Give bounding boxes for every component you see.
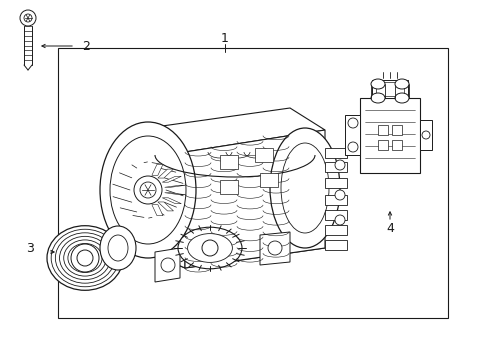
Circle shape [335,215,345,225]
Bar [360,98,420,173]
Bar [325,210,347,220]
Ellipse shape [395,79,409,89]
Ellipse shape [270,128,340,248]
Bar [325,162,347,172]
Circle shape [77,250,93,266]
Polygon shape [345,115,360,155]
Bar [392,140,402,150]
Circle shape [268,241,282,255]
Circle shape [140,182,156,198]
Circle shape [335,160,345,170]
Bar [220,155,238,169]
Bar [220,180,238,194]
Bar [325,225,347,235]
Polygon shape [148,230,325,268]
Ellipse shape [395,93,409,103]
Ellipse shape [371,93,385,103]
Text: 4: 4 [386,221,394,234]
Bar [372,80,408,98]
Circle shape [20,10,36,26]
Bar [378,125,388,135]
Bar [376,82,404,96]
Bar [325,195,347,205]
Ellipse shape [371,79,385,89]
Polygon shape [148,128,185,268]
Circle shape [71,244,99,272]
Polygon shape [158,169,173,178]
Ellipse shape [108,235,128,261]
Polygon shape [185,130,325,268]
Ellipse shape [178,227,242,269]
Polygon shape [260,232,290,265]
Ellipse shape [188,234,232,262]
Bar [378,140,388,150]
Polygon shape [165,193,186,195]
Polygon shape [155,248,180,282]
Text: 2: 2 [82,40,90,53]
Bar [260,173,278,187]
Circle shape [348,118,358,128]
Circle shape [422,131,430,139]
Bar [325,240,347,250]
Polygon shape [420,120,432,150]
Polygon shape [152,165,163,175]
Polygon shape [152,204,163,216]
Text: 1: 1 [221,31,229,45]
Circle shape [202,240,218,256]
Bar [325,178,347,188]
Bar [392,125,402,135]
Bar [58,48,448,318]
Ellipse shape [100,122,196,258]
Polygon shape [148,108,325,152]
Circle shape [134,176,162,204]
Text: 3: 3 [26,242,34,255]
Polygon shape [162,198,181,204]
Bar [325,148,347,158]
Ellipse shape [47,226,123,290]
Bar [255,148,273,162]
Polygon shape [165,185,186,187]
Ellipse shape [100,226,136,270]
Polygon shape [158,202,173,211]
Circle shape [335,190,345,200]
Circle shape [348,142,358,152]
Polygon shape [162,176,181,182]
Circle shape [24,14,32,22]
Circle shape [161,258,175,272]
